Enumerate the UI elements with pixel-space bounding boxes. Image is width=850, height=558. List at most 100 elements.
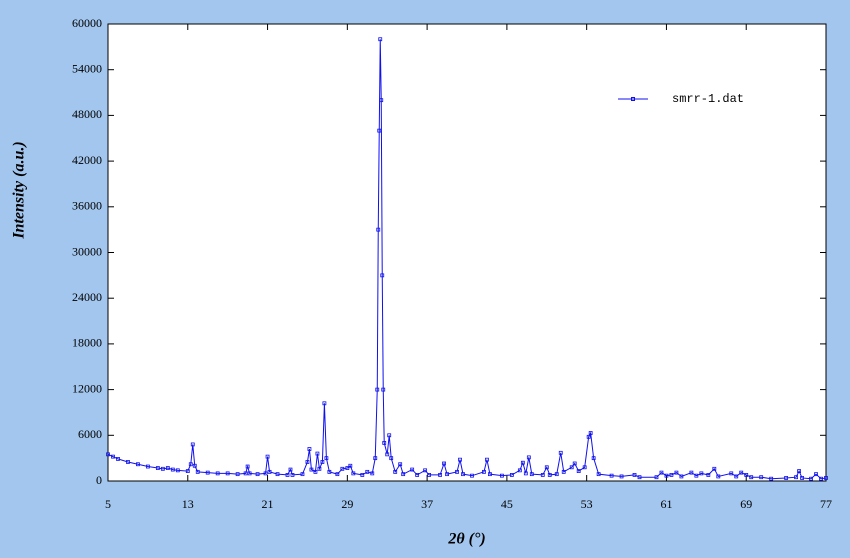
- data-point: [706, 473, 711, 477]
- data-point: [351, 471, 356, 476]
- y-tick-label: 18000: [72, 336, 102, 350]
- x-tick-label: 5: [105, 497, 111, 511]
- data-point: [744, 473, 749, 477]
- data-point: [116, 457, 120, 461]
- data-point: [380, 273, 385, 278]
- data-point: [365, 469, 370, 474]
- data-point: [749, 475, 754, 480]
- data-point: [340, 466, 345, 471]
- data-point: [517, 468, 522, 473]
- data-point: [654, 475, 659, 480]
- data-point: [520, 460, 525, 465]
- data-point: [375, 387, 380, 392]
- data-point: [659, 470, 664, 475]
- y-tick-label: 24000: [72, 290, 102, 304]
- data-point: [288, 467, 293, 472]
- x-tick-label: 13: [182, 497, 194, 511]
- data-point: [809, 476, 813, 481]
- data-point: [586, 434, 591, 439]
- data-point: [315, 451, 320, 456]
- data-point: [609, 473, 614, 478]
- x-tick-label: 45: [501, 497, 513, 511]
- x-axis-label: 2θ (°): [447, 531, 485, 548]
- data-point: [558, 450, 563, 455]
- data-point: [376, 227, 381, 232]
- data-point: [637, 475, 642, 480]
- data-point: [544, 465, 549, 470]
- data-point: [509, 473, 514, 477]
- data-point: [300, 472, 305, 477]
- data-point: [401, 472, 406, 477]
- data-point: [410, 467, 415, 472]
- data-point: [126, 460, 130, 464]
- data-point: [317, 466, 322, 471]
- data-point: [348, 463, 353, 468]
- data-point: [679, 474, 684, 479]
- data-point: [327, 469, 332, 474]
- data-point: [265, 454, 270, 459]
- data-point: [382, 441, 387, 445]
- data-point: [188, 462, 193, 467]
- data-point: [345, 466, 350, 470]
- data-point: [445, 472, 449, 477]
- data-point: [814, 472, 818, 477]
- x-tick-label: 29: [341, 497, 353, 511]
- data-point: [389, 456, 394, 461]
- data-point: [455, 469, 459, 474]
- data-point: [438, 473, 442, 477]
- data-point: [313, 469, 318, 474]
- data-point: [734, 474, 739, 479]
- data-point: [669, 473, 674, 477]
- data-point: [415, 473, 420, 477]
- data-point: [529, 472, 534, 477]
- data-point: [215, 471, 220, 476]
- y-tick-label: 12000: [72, 381, 102, 395]
- data-point: [488, 472, 492, 477]
- data-point: [379, 98, 384, 103]
- data-point: [547, 473, 552, 477]
- data-point: [461, 472, 465, 477]
- data-point: [160, 466, 165, 471]
- data-point: [769, 476, 774, 481]
- data-point: [235, 472, 240, 477]
- data-point: [378, 37, 383, 42]
- data-point: [165, 466, 170, 470]
- data-point: [225, 471, 230, 476]
- data-point: [423, 468, 428, 473]
- y-tick-label: 6000: [78, 427, 102, 441]
- data-point: [482, 469, 486, 474]
- data-point: [619, 474, 624, 479]
- legend-label: smrr-1.dat: [672, 92, 744, 106]
- legend-marker: [631, 97, 635, 101]
- data-point: [247, 471, 252, 476]
- data-point: [674, 470, 679, 475]
- data-point: [582, 465, 587, 470]
- data-point: [569, 465, 574, 470]
- data-point: [309, 467, 314, 472]
- data-point: [523, 471, 528, 476]
- data-point: [192, 463, 197, 468]
- data-point: [185, 469, 190, 473]
- x-tick-label: 77: [820, 497, 832, 511]
- data-point: [526, 455, 531, 460]
- y-tick-label: 42000: [72, 153, 102, 167]
- x-tick-label: 69: [740, 497, 752, 511]
- data-point: [377, 128, 382, 133]
- data-point: [572, 461, 577, 466]
- data-point: [307, 447, 312, 451]
- data-point: [335, 472, 340, 477]
- data-point: [716, 474, 721, 479]
- data-point: [712, 466, 717, 471]
- data-point: [561, 469, 566, 474]
- data-point: [195, 469, 200, 474]
- data-point: [136, 462, 140, 467]
- data-point: [190, 442, 195, 447]
- data-point: [170, 467, 175, 472]
- data-point: [689, 470, 694, 475]
- y-axis-label: Intensity (a.u.): [11, 141, 28, 239]
- data-point: [500, 473, 504, 478]
- data-point: [797, 469, 801, 473]
- y-tick-label: 36000: [72, 199, 102, 213]
- y-tick-label: 48000: [72, 107, 102, 121]
